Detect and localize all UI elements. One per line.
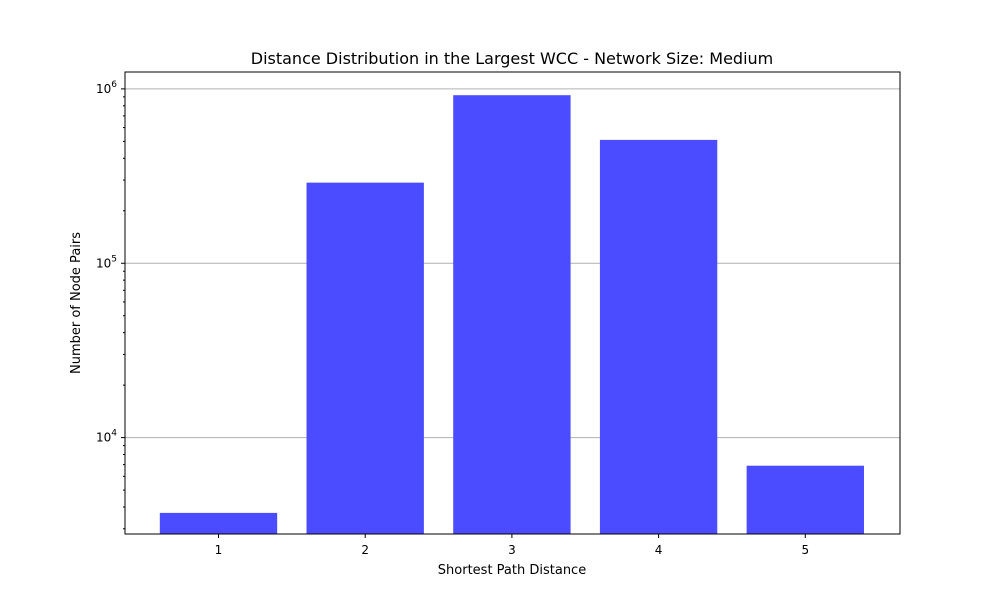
x-tick-label: 2 bbox=[361, 543, 369, 557]
y-axis-ticks: 104 105 106 bbox=[96, 80, 125, 530]
plot-frame bbox=[124, 71, 901, 535]
x-tick-label: 1 bbox=[215, 543, 223, 557]
y-axis-label: Number of Node Pairs bbox=[69, 232, 84, 374]
x-tick-label: 3 bbox=[508, 543, 516, 557]
bar bbox=[599, 139, 718, 534]
bars bbox=[159, 95, 864, 535]
x-axis-ticks: 1 2 3 4 5 bbox=[215, 534, 809, 557]
y-tick-label: 106 bbox=[96, 80, 117, 96]
x-tick-label: 5 bbox=[801, 543, 809, 557]
bar bbox=[306, 182, 424, 535]
y-tick-label: 105 bbox=[96, 254, 117, 270]
y-tick-label: 104 bbox=[96, 429, 117, 445]
x-axis-label: Shortest Path Distance bbox=[438, 563, 586, 578]
bar bbox=[159, 512, 278, 534]
chart-title: Distance Distribution in the Largest WCC… bbox=[251, 49, 774, 68]
bar bbox=[453, 95, 571, 535]
bar bbox=[746, 465, 864, 534]
x-tick-label: 4 bbox=[655, 543, 663, 557]
